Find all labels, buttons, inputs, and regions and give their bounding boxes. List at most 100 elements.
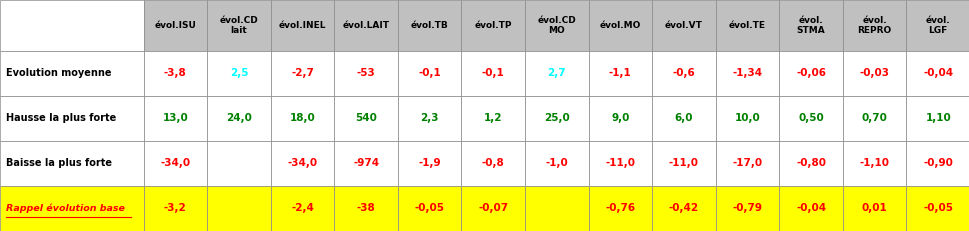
Bar — [270, 0, 334, 51]
Bar — [461, 96, 524, 141]
Bar — [651, 96, 715, 141]
Text: 1,10: 1,10 — [924, 113, 951, 123]
Text: évol.VT: évol.VT — [665, 21, 703, 30]
Bar — [778, 186, 842, 231]
Bar — [207, 186, 270, 231]
Bar — [524, 186, 588, 231]
Bar — [524, 0, 588, 51]
Text: 2,3: 2,3 — [420, 113, 438, 123]
Text: évol.
REPRO: évol. REPRO — [857, 16, 891, 35]
Bar — [588, 141, 651, 186]
Bar — [207, 51, 270, 96]
Text: évol.
LGF: évol. LGF — [925, 16, 950, 35]
Bar — [270, 186, 334, 231]
Text: -34,0: -34,0 — [160, 158, 190, 168]
Text: évol.TP: évol.TP — [474, 21, 512, 30]
Text: évol.MO: évol.MO — [599, 21, 641, 30]
Text: évol.TB: évol.TB — [410, 21, 448, 30]
Text: 0,01: 0,01 — [860, 204, 887, 213]
Bar — [588, 51, 651, 96]
Bar — [270, 51, 334, 96]
Text: Hausse la plus forte: Hausse la plus forte — [6, 113, 116, 123]
Bar — [334, 186, 397, 231]
Text: 2,7: 2,7 — [547, 68, 566, 78]
Bar — [0, 0, 143, 51]
Bar — [715, 141, 778, 186]
Text: évol.CD
lait: évol.CD lait — [219, 16, 258, 35]
Bar — [842, 51, 905, 96]
Bar — [715, 0, 778, 51]
Text: 10,0: 10,0 — [734, 113, 760, 123]
Text: -11,0: -11,0 — [669, 158, 699, 168]
Bar — [842, 141, 905, 186]
Text: -1,9: -1,9 — [418, 158, 441, 168]
Bar — [397, 186, 461, 231]
Bar — [397, 96, 461, 141]
Text: évol.LAIT: évol.LAIT — [342, 21, 390, 30]
Bar — [715, 186, 778, 231]
Text: -0,06: -0,06 — [796, 68, 826, 78]
Bar — [334, 51, 397, 96]
Text: -0,04: -0,04 — [796, 204, 826, 213]
Text: 540: 540 — [355, 113, 377, 123]
Text: -0,8: -0,8 — [482, 158, 504, 168]
Bar — [588, 96, 651, 141]
Bar — [524, 141, 588, 186]
Bar — [842, 96, 905, 141]
Text: -34,0: -34,0 — [287, 158, 317, 168]
Bar — [905, 141, 969, 186]
Text: évol.
STMA: évol. STMA — [796, 16, 825, 35]
Text: -0,6: -0,6 — [672, 68, 695, 78]
Text: 0,70: 0,70 — [860, 113, 887, 123]
Text: 1,2: 1,2 — [484, 113, 502, 123]
Bar — [842, 0, 905, 51]
Bar — [0, 186, 143, 231]
Text: -974: -974 — [353, 158, 379, 168]
Text: 6,0: 6,0 — [674, 113, 693, 123]
Text: -0,1: -0,1 — [482, 68, 504, 78]
Text: 9,0: 9,0 — [610, 113, 629, 123]
Bar — [651, 0, 715, 51]
Bar — [0, 51, 143, 96]
Bar — [905, 96, 969, 141]
Text: -1,10: -1,10 — [859, 158, 889, 168]
Bar — [905, 0, 969, 51]
Text: 13,0: 13,0 — [162, 113, 188, 123]
Bar — [715, 51, 778, 96]
Bar — [143, 186, 207, 231]
Text: Baisse la plus forte: Baisse la plus forte — [6, 158, 111, 168]
Bar — [143, 51, 207, 96]
Bar — [207, 141, 270, 186]
Bar — [905, 51, 969, 96]
Text: -0,03: -0,03 — [859, 68, 889, 78]
Bar — [270, 141, 334, 186]
Bar — [524, 96, 588, 141]
Bar — [0, 96, 143, 141]
Bar — [778, 96, 842, 141]
Bar — [778, 141, 842, 186]
Text: évol.ISU: évol.ISU — [154, 21, 196, 30]
Bar — [334, 0, 397, 51]
Bar — [143, 96, 207, 141]
Text: -1,1: -1,1 — [609, 68, 631, 78]
Bar — [207, 96, 270, 141]
Text: -0,79: -0,79 — [732, 204, 762, 213]
Text: -0,42: -0,42 — [669, 204, 699, 213]
Text: -0,05: -0,05 — [922, 204, 953, 213]
Text: -0,04: -0,04 — [922, 68, 953, 78]
Text: -0,90: -0,90 — [922, 158, 953, 168]
Bar — [143, 141, 207, 186]
Bar — [334, 96, 397, 141]
Text: 24,0: 24,0 — [226, 113, 252, 123]
Text: -1,0: -1,0 — [545, 158, 568, 168]
Text: Evolution moyenne: Evolution moyenne — [6, 68, 111, 78]
Bar — [270, 96, 334, 141]
Bar — [461, 51, 524, 96]
Text: 2,5: 2,5 — [230, 68, 248, 78]
Bar — [651, 186, 715, 231]
Bar — [461, 0, 524, 51]
Text: -38: -38 — [357, 204, 375, 213]
Bar — [397, 0, 461, 51]
Text: évol.CD
MO: évol.CD MO — [537, 16, 576, 35]
Bar — [207, 0, 270, 51]
